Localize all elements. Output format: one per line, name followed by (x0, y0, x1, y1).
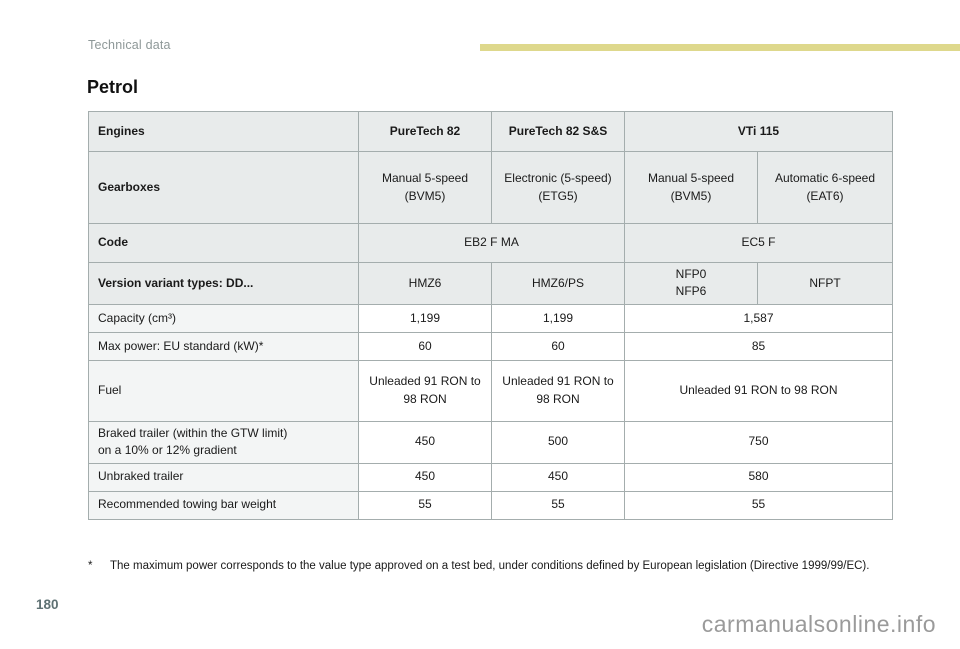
table-row-max-power: Max power: EU standard (kW)* 60 60 85 (88, 331, 893, 361)
value-cell: 55 (491, 490, 625, 520)
value-cell: 60 (358, 331, 492, 361)
value-cell: NFPT (757, 262, 893, 305)
value-cell: HMZ6/PS (491, 262, 625, 305)
table-row-unbraked-trailer: Unbraked trailer 450 450 580 (88, 462, 893, 492)
value-cell: Automatic 6-speed (EAT6) (757, 151, 893, 224)
value-cell: 85 (624, 331, 893, 361)
row-label-cell: Capacity (cm³) (88, 303, 359, 333)
value-cell: PureTech 82 (358, 111, 492, 152)
footnote-marker: * (88, 560, 93, 572)
value-cell: 1,587 (624, 303, 893, 333)
value-cell: 450 (491, 462, 625, 492)
value-cell: EB2 F MA (358, 223, 625, 263)
row-label-cell: Fuel (88, 359, 359, 422)
value-cell: 60 (491, 331, 625, 361)
table-row-code: Code EB2 F MA EC5 F (88, 223, 893, 263)
table-row-braked-trailer: Braked trailer (within the GTW limit) on… (88, 420, 893, 464)
value-cell: NFP0 NFP6 (624, 262, 758, 305)
value-cell: 1,199 (358, 303, 492, 333)
table-row-towing-bar-weight: Recommended towing bar weight 55 55 55 (88, 490, 893, 520)
value-cell: 750 (624, 420, 893, 464)
row-label-cell: Engines (88, 111, 359, 152)
value-cell: Unleaded 91 RON to 98 RON (358, 359, 492, 422)
value-cell: PureTech 82 S&S (491, 111, 625, 152)
page-number: 180 (36, 597, 59, 612)
page-title: Petrol (87, 77, 139, 97)
footnote-text: The maximum power corresponds to the val… (110, 560, 870, 572)
value-cell: Unleaded 91 RON to 98 RON (624, 359, 893, 422)
table-row-gearboxes: Gearboxes Manual 5-speed (BVM5) Electron… (88, 151, 893, 224)
value-cell: Electronic (5-speed) (ETG5) (491, 151, 625, 224)
value-cell: Manual 5-speed (BVM5) (624, 151, 758, 224)
row-label-cell: Code (88, 223, 359, 263)
value-cell: 55 (358, 490, 492, 520)
value-cell: 500 (491, 420, 625, 464)
table-row-engines: Engines PureTech 82 PureTech 82 S&S VTi … (88, 111, 893, 152)
table-row-capacity: Capacity (cm³) 1,199 1,199 1,587 (88, 303, 893, 333)
value-cell: 450 (358, 420, 492, 464)
value-cell: VTi 115 (624, 111, 893, 152)
watermark: carmanualsonline.info (701, 611, 936, 637)
value-cell: 1,199 (491, 303, 625, 333)
spec-table: Engines PureTech 82 PureTech 82 S&S VTi … (88, 111, 893, 520)
accent-bar (480, 44, 960, 51)
table-row-version-variant: Version variant types: DD... HMZ6 HMZ6/P… (88, 262, 893, 305)
row-label-cell: Gearboxes (88, 151, 359, 224)
footnote: * The maximum power corresponds to the v… (88, 560, 869, 572)
value-cell: EC5 F (624, 223, 893, 263)
row-label-cell: Version variant types: DD... (88, 262, 359, 305)
value-cell: HMZ6 (358, 262, 492, 305)
row-label-cell: Recommended towing bar weight (88, 490, 359, 520)
value-cell: Unleaded 91 RON to 98 RON (491, 359, 625, 422)
value-cell: Manual 5-speed (BVM5) (358, 151, 492, 224)
value-cell: 580 (624, 462, 893, 492)
row-label-cell: Braked trailer (within the GTW limit) on… (88, 420, 359, 464)
table-row-fuel: Fuel Unleaded 91 RON to 98 RON Unleaded … (88, 359, 893, 422)
breadcrumb: Technical data (88, 38, 171, 52)
row-label-cell: Max power: EU standard (kW)* (88, 331, 359, 361)
row-label-cell: Unbraked trailer (88, 462, 359, 492)
value-cell: 450 (358, 462, 492, 492)
value-cell: 55 (624, 490, 893, 520)
